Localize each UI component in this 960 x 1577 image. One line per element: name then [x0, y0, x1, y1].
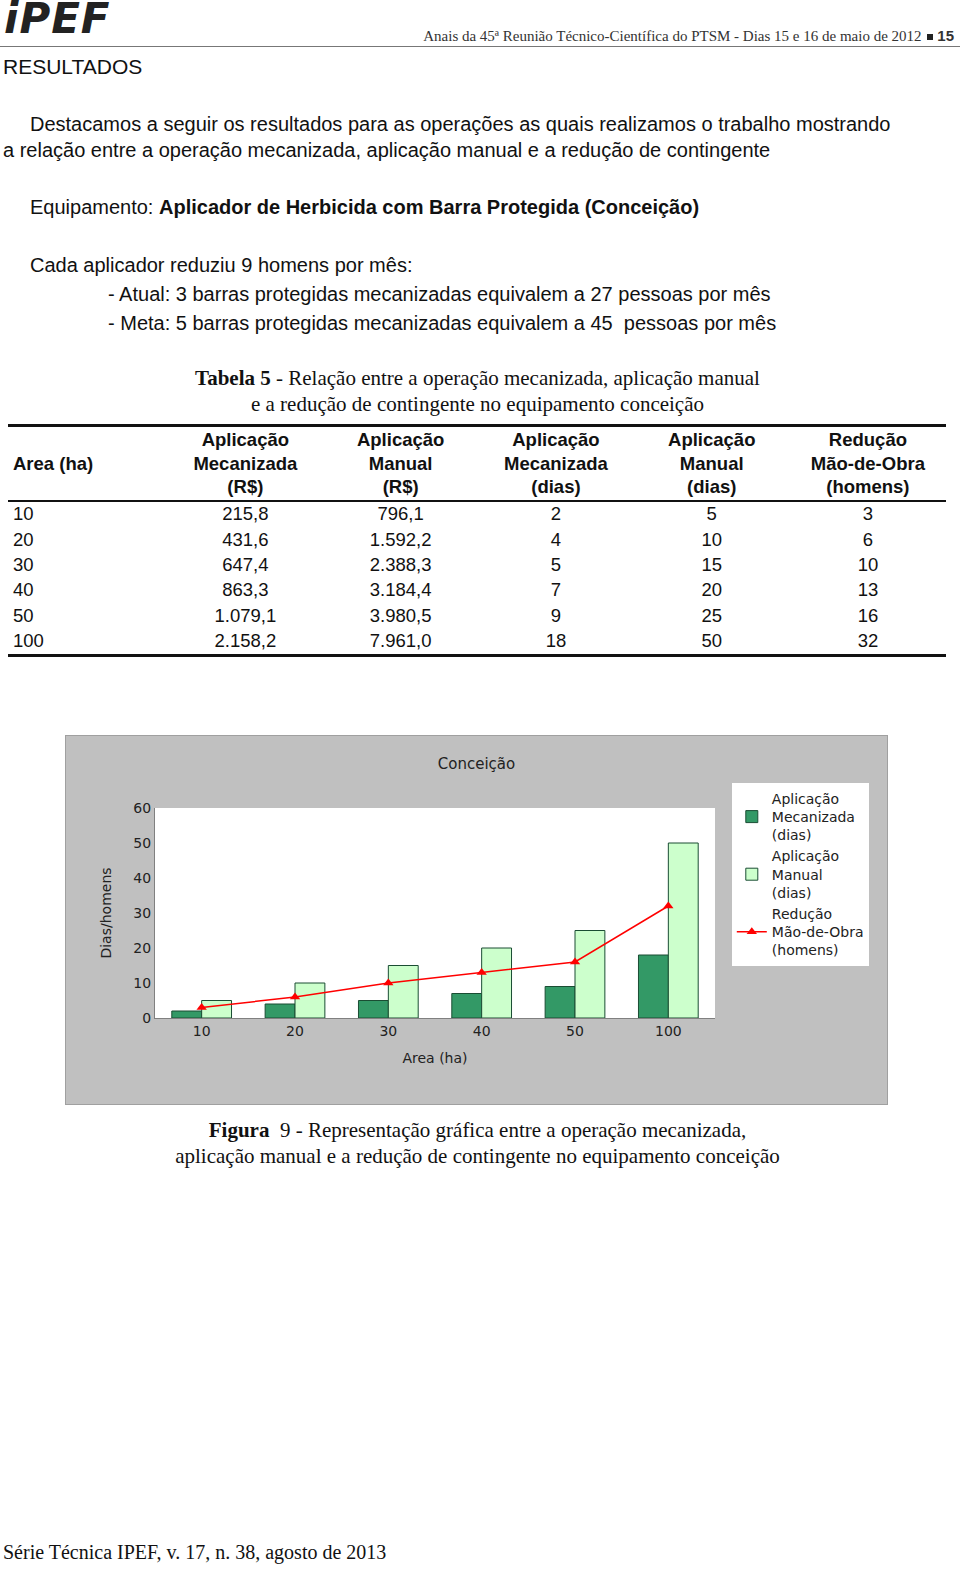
html-text:Mecanizada: Mecanizada — [193, 452, 298, 474]
html-text:7: 7 — [550, 579, 562, 601]
html-text:Aplicação: Aplicação — [512, 429, 600, 450]
html-text:2.388,3: 2.388,3 — [369, 554, 432, 575]
html-text:Aplicação: Aplicação — [668, 429, 756, 450]
svg-text:Area (ha): Area (ha) — [402, 1050, 467, 1066]
html-text:20: 20 — [13, 528, 34, 550]
html-text:50: 50 — [701, 630, 722, 652]
html-text:3.980,5: 3.980,5 — [369, 604, 432, 626]
html-text:15: 15 — [937, 27, 954, 44]
html-text:10: 10 — [857, 554, 879, 575]
html-text:1.079,1: 1.079,1 — [214, 604, 277, 626]
svg-text:AplicaçãoManual(dias): AplicaçãoManual(dias) — [772, 848, 839, 900]
html-text:4: 4 — [550, 528, 562, 550]
svg-text:40: 40 — [133, 870, 151, 886]
svg-text:30: 30 — [133, 905, 151, 921]
html-text:20: 20 — [701, 579, 722, 601]
html-text:Mão-de-Obra: Mão-de-Obra — [810, 452, 925, 474]
html-text:647,4: 647,4 — [222, 554, 269, 575]
svg-text:Dias/homens: Dias/homens — [98, 867, 114, 958]
html-text:e a redução de contingente no: e a redução de contingente no equipament… — [251, 392, 704, 416]
svg-text:100: 100 — [655, 1023, 682, 1039]
html-text:10: 10 — [701, 528, 722, 550]
svg-text:20: 20 — [286, 1023, 304, 1039]
html-text:9: 9 — [550, 604, 562, 626]
html-text:16: 16 — [857, 604, 879, 626]
html-text:5: 5 — [706, 503, 717, 525]
svg-text:60: 60 — [133, 800, 151, 816]
svg-text:Conceição: Conceição — [438, 755, 515, 773]
html-text:3: 3 — [862, 503, 874, 525]
html-text:3.184,4: 3.184,4 — [369, 579, 432, 601]
svg-text:50: 50 — [133, 835, 151, 851]
html-text:10: 10 — [13, 503, 34, 525]
html-text:Aplicação: Aplicação — [356, 429, 445, 450]
html-text:431,6: 431,6 — [222, 528, 269, 550]
html-text:Anais da 45ª Reunião Técnico-C: Anais da 45ª Reunião Técnico-Científica … — [423, 28, 926, 44]
html-text:Série Técnica IPEF, v. 17, n.: Série Técnica IPEF, v. 17, n. 38, agosto… — [3, 1541, 387, 1563]
html-text:(dias): (dias) — [687, 476, 737, 497]
svg-text:20: 20 — [133, 940, 151, 956]
svg-text:50: 50 — [566, 1023, 584, 1039]
html-text:Manual: Manual — [679, 452, 744, 474]
html-text:Redução: Redução — [828, 429, 907, 450]
html-text:40: 40 — [13, 579, 34, 601]
html-text:- Atual: 3 barras protegidas m: - Atual: 3 barras protegidas mecanizadas… — [108, 283, 771, 305]
html-text:100: 100 — [13, 630, 44, 652]
svg-text:30: 30 — [379, 1023, 397, 1039]
html-text:215,8: 215,8 — [222, 503, 269, 525]
html-text:Mecanizada: Mecanizada — [504, 452, 608, 474]
html-text:796,1: 796,1 — [377, 503, 424, 525]
html-text:2: 2 — [550, 503, 562, 525]
html-text:(homens): (homens) — [826, 476, 910, 497]
html-text:32: 32 — [857, 630, 879, 652]
html-text:- Meta: 5 barras protegidas me: - Meta: 5 barras protegidas mecanizadas … — [108, 312, 777, 334]
svg-text:0: 0 — [142, 1010, 151, 1026]
html-text:6: 6 — [862, 528, 874, 550]
html-text:18: 18 — [545, 630, 567, 652]
html-text:Equipamento: Aplicador de Herb: Equipamento: Aplicador de Herbicida com … — [30, 196, 700, 218]
html-text:Figura 9 - Representação gráfi: Figura 9 - Representação gráfica entre a… — [208, 1118, 747, 1142]
svg-text:10: 10 — [133, 975, 151, 991]
svg-text:10: 10 — [193, 1023, 211, 1039]
html-text:(R$): (R$) — [227, 476, 264, 497]
html-text:30: 30 — [13, 554, 34, 575]
html-text:a relação entre a operação mec: a relação entre a operação mecanizada, a… — [3, 139, 771, 161]
svg-text:ReduçãoMão-de-Obra(homens): ReduçãoMão-de-Obra(homens) — [772, 906, 864, 958]
html-text:7.961,0: 7.961,0 — [369, 630, 432, 652]
svg-text:AplicaçãoMecanizada(dias): AplicaçãoMecanizada(dias) — [772, 791, 855, 843]
html-text:2.158,2: 2.158,2 — [214, 630, 277, 652]
html-text:Destacamos a seguir os resulta: Destacamos a seguir os resultados para a… — [30, 113, 891, 135]
html-text:13: 13 — [857, 579, 879, 601]
html-text:Cada aplicador reduziu 9 homen: Cada aplicador reduziu 9 homens por mês: — [30, 254, 413, 276]
html-text:(R$): (R$) — [382, 476, 419, 497]
html-text:50: 50 — [13, 604, 34, 626]
html-text:Area (ha): Area (ha) — [13, 452, 94, 474]
html-text:(dias): (dias) — [531, 476, 581, 497]
html-text:15: 15 — [701, 554, 722, 575]
html-text:1.592,2: 1.592,2 — [369, 528, 432, 550]
html-text:5: 5 — [550, 554, 562, 575]
html-text:Manual: Manual — [368, 452, 433, 474]
html-text:RESULTADOS: RESULTADOS — [3, 55, 143, 78]
svg-text:40: 40 — [473, 1023, 491, 1039]
html-text:aplicação manual e a redução d: aplicação manual e a redução de continge… — [175, 1144, 780, 1168]
html-text:Tabela 5 - Relação entre a ope: Tabela 5 - Relação entre a operação meca… — [195, 366, 760, 390]
html-text:863,3: 863,3 — [222, 579, 269, 601]
html-text:25: 25 — [701, 604, 722, 626]
html-text:Aplicação: Aplicação — [201, 429, 289, 450]
